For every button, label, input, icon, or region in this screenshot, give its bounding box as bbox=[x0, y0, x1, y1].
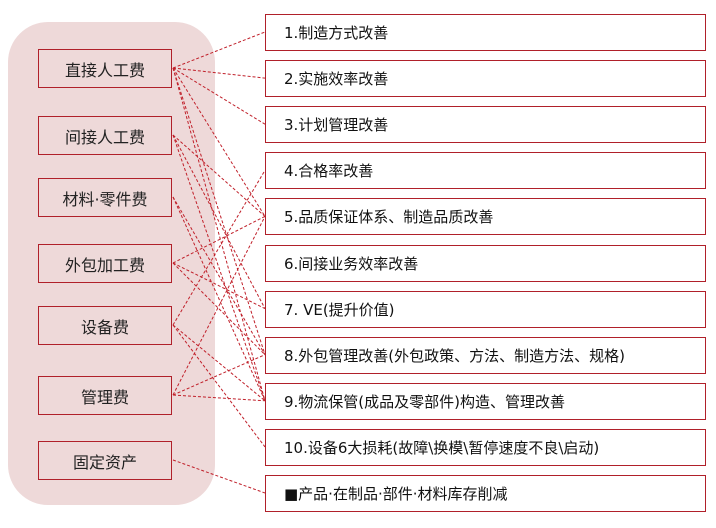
improvement-item: 1.制造方式改善 bbox=[265, 14, 706, 51]
improvement-item: 9.物流保管(成品及零部件)构造、管理改善 bbox=[265, 382, 706, 420]
connection-line bbox=[172, 67, 266, 355]
connection-line bbox=[172, 196, 266, 355]
connection-line bbox=[172, 67, 266, 79]
connection-line bbox=[172, 67, 266, 217]
connection-line bbox=[172, 459, 266, 494]
connection-line bbox=[172, 67, 266, 401]
cost-item: 材料·零件费 bbox=[38, 178, 172, 217]
connection-line bbox=[172, 215, 266, 264]
connection-line bbox=[172, 394, 266, 402]
improvement-item: 2.实施效率改善 bbox=[265, 60, 706, 98]
connection-line bbox=[172, 134, 266, 217]
improvement-item: 10.设备6大损耗(故障\换模\暂停速度不良\启动) bbox=[265, 428, 706, 466]
connection-line bbox=[172, 134, 266, 309]
connection-line bbox=[172, 354, 266, 396]
improvement-item: 5.品质保证体系、制造品质改善 bbox=[265, 198, 706, 236]
connection-line bbox=[172, 262, 266, 356]
cost-item: 管理费 bbox=[38, 376, 172, 415]
improvement-item: 8.外包管理改善(外包政策、方法、制造方法、规格) bbox=[265, 336, 706, 374]
cost-item: 外包加工费 bbox=[38, 244, 172, 283]
connection-line bbox=[172, 262, 266, 310]
connection-line bbox=[172, 67, 266, 125]
connection-line bbox=[172, 31, 266, 69]
connection-line bbox=[172, 324, 266, 448]
improvement-item: 3.计划管理改善 bbox=[265, 106, 706, 144]
connection-line bbox=[172, 134, 266, 401]
cost-item: 固定资产 bbox=[38, 441, 172, 480]
improvement-item: 4.合格率改善 bbox=[265, 152, 706, 190]
improvement-item: 7. VE(提升价值) bbox=[265, 290, 706, 328]
connection-line bbox=[172, 324, 266, 402]
connection-line bbox=[172, 196, 266, 402]
improvement-item: 6.间接业务效率改善 bbox=[265, 244, 706, 282]
cost-item: 间接人工费 bbox=[38, 116, 172, 155]
cost-item: 设备费 bbox=[38, 306, 172, 345]
cost-item: 直接人工费 bbox=[38, 49, 172, 88]
connection-line bbox=[172, 216, 266, 396]
improvement-item: ■产品·在制品·部件·材料库存削减 bbox=[265, 475, 706, 512]
